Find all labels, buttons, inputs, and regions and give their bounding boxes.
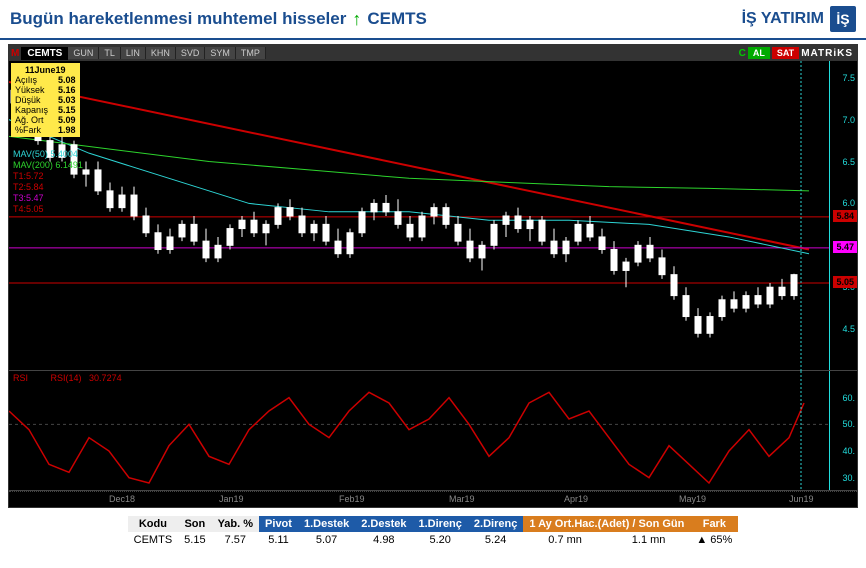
chart-container: M CEMTS GUNTLLINKHNSVDSYMTMP C AL SAT MA…	[8, 44, 858, 508]
table-cell: 5.20	[412, 532, 467, 548]
x-tick: Jan19	[219, 494, 244, 504]
table-header: 2.Direnç	[468, 516, 523, 532]
brand-logo-icon: İŞ	[830, 6, 856, 32]
indicator-label: MAV(200) 6.1491	[13, 160, 83, 171]
table-cell: 7.57	[212, 532, 259, 548]
price-y-axis: 4.55.05.56.06.57.07.55.845.475.05	[829, 61, 857, 370]
table-cell: 5.24	[468, 532, 523, 548]
table-cell: ▲ 65%	[690, 532, 738, 548]
x-tick: May19	[679, 494, 706, 504]
time-x-axis: Dec18 Jan19 Feb19 Mar19 Apr19 May19 Jun19	[9, 491, 857, 507]
summary-table: KoduSonYab. %Pivot1.Destek2.Destek1.Dire…	[128, 516, 739, 548]
matriks-label: MATRiKS	[801, 48, 853, 59]
indicator-label: T2:5.84	[13, 182, 83, 193]
table-header: 1 Ay Ort.Hac.(Adet) / Son Gün	[523, 516, 690, 532]
up-arrow-icon: ↑	[352, 9, 361, 30]
toolbar-symbol[interactable]: CEMTS	[21, 47, 68, 60]
toolbar-btn-tl[interactable]: TL	[99, 47, 121, 59]
page-header: Bugün hareketlenmesi muhtemel hisseler ↑…	[0, 0, 866, 40]
brand-text: İŞ YATIRIM	[742, 10, 824, 28]
info-row: Ağ. Ort5.09	[15, 115, 76, 125]
indicator-label: T4:5.05	[13, 204, 83, 215]
table-header: Son	[178, 516, 211, 532]
table-cell: 1.1 mn	[607, 532, 691, 548]
title-symbol: CEMTS	[367, 9, 427, 29]
table-cell: 4.98	[355, 532, 412, 548]
matriks-m-icon: M	[9, 48, 21, 59]
toolbar-btn-gun[interactable]: GUN	[68, 47, 99, 59]
x-tick: Jun19	[789, 494, 814, 504]
buy-button[interactable]: AL	[748, 47, 770, 59]
rsi-chart-svg	[9, 371, 829, 491]
info-row: Düşük5.03	[15, 95, 76, 105]
table-header: Pivot	[259, 516, 298, 532]
sell-button[interactable]: SAT	[772, 47, 799, 59]
brand-block: İŞ YATIRIM İŞ	[742, 6, 856, 32]
table-cell: 0.7 mn	[523, 532, 607, 548]
table-header: Kodu	[128, 516, 179, 532]
x-tick: Apr19	[564, 494, 588, 504]
toolbar-btn-lin[interactable]: LIN	[121, 47, 146, 59]
toolbar-btn-tmp[interactable]: TMP	[236, 47, 266, 59]
x-tick: Mar19	[449, 494, 475, 504]
table-cell: 5.11	[259, 532, 298, 548]
indicator-label: T3:5.47	[13, 193, 83, 204]
table-cell: 5.07	[298, 532, 355, 548]
table-header: 1.Destek	[298, 516, 355, 532]
info-row: Açılış5.08	[15, 75, 76, 85]
table-header: Yab. %	[212, 516, 259, 532]
table-cell: CEMTS	[128, 532, 179, 548]
indicator-label: MAV(50) 5.4004	[13, 149, 83, 160]
indicator-labels: MAV(50) 5.4004MAV(200) 6.1491T1:5.72T2:5…	[13, 149, 83, 215]
toolbar-btn-khn[interactable]: KHN	[146, 47, 176, 59]
chart-toolbar: M CEMTS GUNTLLINKHNSVDSYMTMP C AL SAT MA…	[9, 45, 857, 61]
info-row: Kapanış5.15	[15, 105, 76, 115]
table-header: 1.Direnç	[412, 516, 467, 532]
page-title: Bugün hareketlenmesi muhtemel hisseler ↑…	[10, 9, 427, 30]
price-chart-svg	[9, 61, 829, 371]
table-header: Fark	[690, 516, 738, 532]
info-row: %Fark1.98	[15, 125, 76, 135]
toolbar-btn-svd[interactable]: SVD	[176, 47, 206, 59]
info-date: 11June19	[15, 65, 76, 75]
info-row: Yüksek5.16	[15, 85, 76, 95]
rsi-y-axis: 30.40.50.60.	[829, 371, 857, 490]
rsi-chart[interactable]: RSI RSI(14) 30.7274 30.40.50.60.	[9, 371, 857, 491]
table-cell: 5.15	[178, 532, 211, 548]
ohlc-info-box: 11June19 Açılış5.08Yüksek5.16Düşük5.03Ka…	[11, 63, 80, 137]
price-chart[interactable]: 11June19 Açılış5.08Yüksek5.16Düşük5.03Ka…	[9, 61, 857, 371]
title-text: Bugün hareketlenmesi muhtemel hisseler	[10, 9, 346, 29]
table-header: 2.Destek	[355, 516, 412, 532]
x-tick: Feb19	[339, 494, 365, 504]
indicator-label: T1:5.72	[13, 171, 83, 182]
x-tick: Dec18	[109, 494, 135, 504]
c-icon[interactable]: C	[739, 48, 746, 59]
toolbar-btn-sym[interactable]: SYM	[205, 47, 236, 59]
